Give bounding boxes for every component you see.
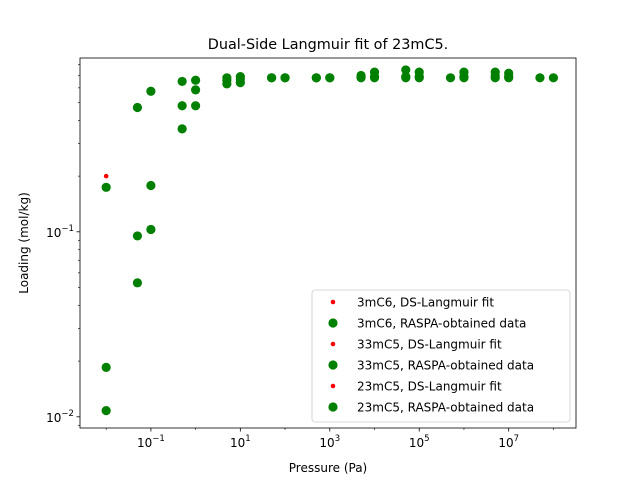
data-point-s5-p6 — [235, 72, 245, 82]
legend-marker-2 — [330, 341, 336, 347]
data-point-s3-p1 — [132, 231, 143, 241]
data-point-s1-p3 — [177, 124, 187, 134]
data-point-s1-p0 — [101, 406, 111, 416]
legend-label-0: 3mC6, DS-Langmuir fit — [357, 296, 494, 310]
data-point-s5-p5 — [222, 73, 232, 83]
legend: 3mC6, DS-Langmuir fit 3mC6, RASPA-obtaine… — [311, 289, 571, 423]
data-point-s5-p1 — [132, 102, 143, 113]
data-point-s5-p0 — [101, 182, 111, 192]
data-point-s3-p4 — [191, 101, 201, 111]
data-point-s5-p11 — [459, 67, 469, 77]
legend-marker-5 — [328, 402, 338, 412]
legend-marker-0 — [330, 299, 336, 305]
y-axis-label: Loading (mol/kg) — [17, 192, 31, 294]
data-point-s3-p10 — [325, 73, 335, 83]
data-point-s1-p1 — [132, 278, 143, 288]
data-point-s5-p4 — [191, 75, 201, 85]
legend-label-4: 23mC5, DS-Langmuir fit — [357, 380, 502, 394]
data-point-s0-p0 — [103, 173, 109, 179]
data-point-s5-p3 — [177, 76, 187, 87]
legend-label-5: 23mC5, RASPA-obtained data — [357, 401, 534, 415]
data-point-s3-p9 — [311, 73, 321, 83]
data-point-s1-p19 — [535, 73, 545, 83]
data-point-s5-p13 — [504, 68, 514, 78]
data-point-s5-p8 — [369, 67, 380, 77]
data-point-s1-p4 — [191, 85, 201, 95]
plot-marks — [101, 65, 559, 416]
legend-frame — [311, 289, 571, 423]
plot-frame — [79, 57, 577, 429]
data-point-s3-p2 — [146, 180, 156, 191]
legend-marker-1 — [328, 318, 338, 328]
data-point-s3-p0 — [101, 362, 111, 372]
legend-label-2: 33mC5, DS-Langmuir fit — [357, 338, 502, 352]
data-point-s5-p7 — [356, 70, 366, 81]
data-point-s1-p2 — [146, 224, 156, 235]
data-point-s1-p15 — [445, 73, 456, 83]
data-point-s3-p8 — [280, 73, 290, 83]
chart-title: Dual-Side Langmuir fit of 23mC5. — [208, 37, 448, 53]
data-point-s5-p10 — [414, 67, 424, 77]
legend-label-1: 3mC6, RASPA-obtained data — [357, 317, 526, 331]
data-point-s3-p13 — [401, 72, 411, 82]
x-axis-label: Pressure (Pa) — [289, 461, 367, 475]
data-point-s1-p20 — [548, 73, 559, 83]
data-point-s5-p2 — [146, 86, 156, 96]
data-point-s3-p3 — [177, 101, 187, 111]
data-point-s3-p7 — [267, 73, 277, 83]
legend-marker-4 — [330, 383, 336, 389]
legend-label-3: 33mC5, RASPA-obtained data — [357, 359, 534, 373]
data-point-s5-p12 — [490, 67, 500, 77]
data-point-s5-p9 — [401, 65, 411, 75]
legend-marker-3 — [328, 360, 338, 370]
